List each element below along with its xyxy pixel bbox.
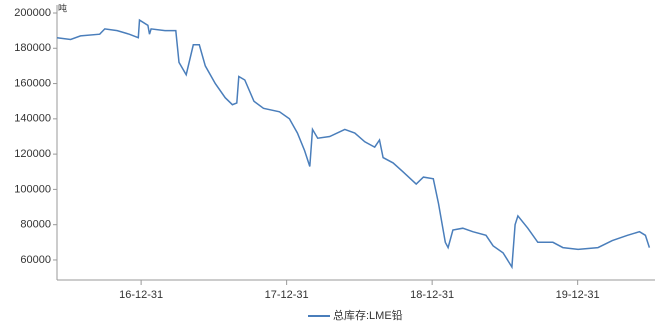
y-tick-label: 60000 <box>20 254 51 266</box>
y-tick-label: 160000 <box>14 77 51 89</box>
y-tick-label: 120000 <box>14 148 51 160</box>
data-line <box>56 18 651 270</box>
x-tick-label: 18-12-31 <box>410 289 454 301</box>
x-tick-label: 16-12-31 <box>119 289 163 301</box>
unit-label: 吨 <box>58 2 67 13</box>
y-tick-label: 200000 <box>14 7 51 19</box>
legend-label: 总库存:LME铅 <box>333 308 403 322</box>
x-tick-label: 19-12-31 <box>556 289 600 301</box>
y-tick-label: 80000 <box>20 219 51 231</box>
y-tick-label: 140000 <box>14 113 51 125</box>
y-tick-label: 180000 <box>14 42 51 54</box>
x-tick-label: 17-12-31 <box>265 289 309 301</box>
y-tick-label: 100000 <box>14 183 51 195</box>
